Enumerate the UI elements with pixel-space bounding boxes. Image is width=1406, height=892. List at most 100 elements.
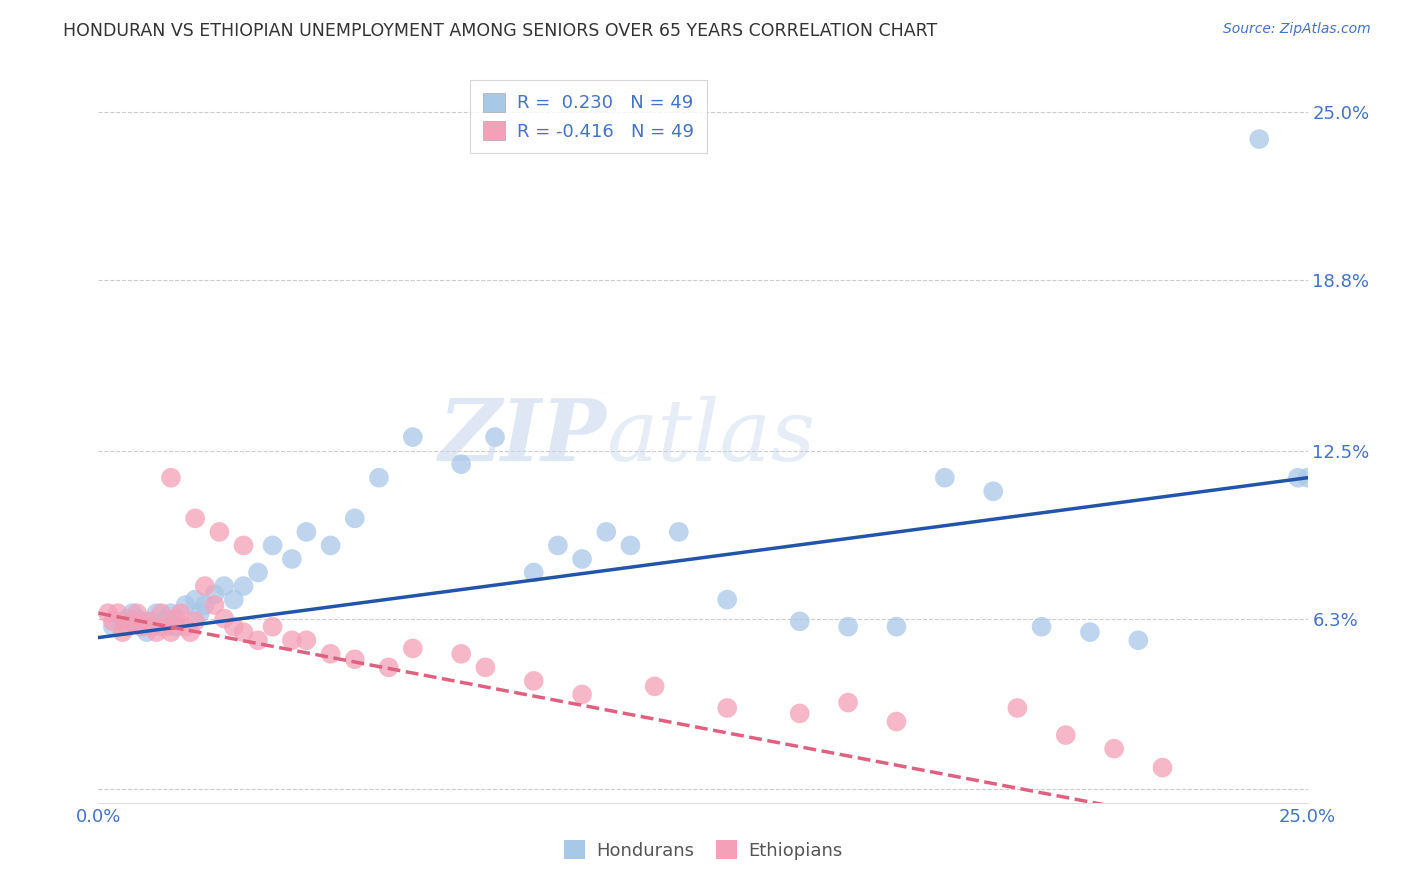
Point (1152, 761, 1174, 775)
Point (886, 714, 908, 729)
Point (247, 566, 270, 580)
Point (262, 538, 284, 552)
Point (184, 615, 207, 629)
Point (523, 673, 546, 688)
Point (188, 606, 211, 620)
Point (281, 633, 304, 648)
Point (150, 620, 173, 634)
Point (165, 620, 187, 634)
Point (934, 471, 956, 485)
Point (1031, 620, 1053, 634)
Point (222, 620, 245, 634)
Point (194, 598, 217, 612)
Point (484, 430, 506, 444)
Point (377, 660, 399, 674)
Point (184, 592, 207, 607)
Point (232, 579, 254, 593)
Point (1286, 471, 1309, 485)
Point (101, 615, 124, 629)
Point (121, 615, 143, 629)
Point (402, 430, 425, 444)
Point (135, 625, 157, 640)
Point (1128, 633, 1150, 648)
Point (127, 606, 149, 620)
Point (644, 679, 666, 693)
Point (179, 625, 201, 640)
Point (160, 625, 183, 640)
Text: Source: ZipAtlas.com: Source: ZipAtlas.com (1223, 22, 1371, 37)
Text: ZIP: ZIP (439, 395, 606, 479)
Point (1102, 741, 1125, 756)
Point (165, 611, 187, 625)
Point (1078, 625, 1101, 640)
Point (247, 633, 270, 648)
Point (547, 538, 569, 552)
Point (107, 606, 129, 620)
Point (135, 615, 157, 629)
Point (1296, 471, 1319, 485)
Point (571, 552, 593, 566)
Point (169, 606, 191, 620)
Point (141, 615, 163, 629)
Point (789, 706, 811, 721)
Point (319, 538, 342, 552)
Point (523, 566, 546, 580)
Point (101, 620, 124, 634)
Point (184, 511, 207, 525)
Point (886, 620, 908, 634)
Point (131, 620, 153, 634)
Point (97, 606, 120, 620)
Point (716, 701, 738, 715)
Text: atlas: atlas (606, 396, 815, 478)
Point (450, 457, 472, 471)
Point (295, 524, 318, 539)
Point (619, 538, 641, 552)
Point (716, 592, 738, 607)
Point (402, 641, 425, 656)
Point (212, 579, 235, 593)
Point (204, 587, 226, 601)
Point (160, 606, 183, 620)
Point (571, 688, 593, 702)
Point (368, 471, 391, 485)
Point (194, 579, 217, 593)
Point (111, 615, 134, 629)
Point (595, 524, 617, 539)
Text: HONDURAN VS ETHIOPIAN UNEMPLOYMENT AMONG SENIORS OVER 65 YEARS CORRELATION CHART: HONDURAN VS ETHIOPIAN UNEMPLOYMENT AMONG… (63, 22, 938, 40)
Point (145, 606, 167, 620)
Point (981, 484, 1004, 499)
Point (155, 611, 177, 625)
Point (343, 652, 366, 666)
Point (155, 620, 177, 634)
Point (474, 660, 496, 674)
Point (232, 538, 254, 552)
Point (204, 598, 226, 612)
Point (319, 647, 342, 661)
Point (145, 625, 167, 640)
Point (281, 552, 304, 566)
Point (1249, 132, 1271, 146)
Point (160, 471, 183, 485)
Point (295, 633, 318, 648)
Point (121, 606, 143, 620)
Point (174, 598, 197, 612)
Point (450, 647, 472, 661)
Legend: Hondurans, Ethiopians: Hondurans, Ethiopians (557, 833, 849, 867)
Point (131, 620, 153, 634)
Point (117, 611, 139, 625)
Point (117, 620, 139, 634)
Point (212, 611, 235, 625)
Point (208, 524, 231, 539)
Point (222, 592, 245, 607)
Point (837, 620, 859, 634)
Point (1007, 701, 1029, 715)
Point (111, 625, 134, 640)
Point (127, 611, 149, 625)
Point (150, 606, 173, 620)
Point (232, 625, 254, 640)
Point (837, 696, 859, 710)
Point (174, 620, 197, 634)
Point (262, 620, 284, 634)
Point (343, 511, 366, 525)
Point (668, 524, 690, 539)
